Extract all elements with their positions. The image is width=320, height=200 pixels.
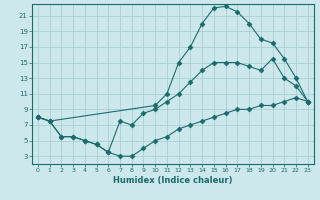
- X-axis label: Humidex (Indice chaleur): Humidex (Indice chaleur): [113, 176, 233, 185]
